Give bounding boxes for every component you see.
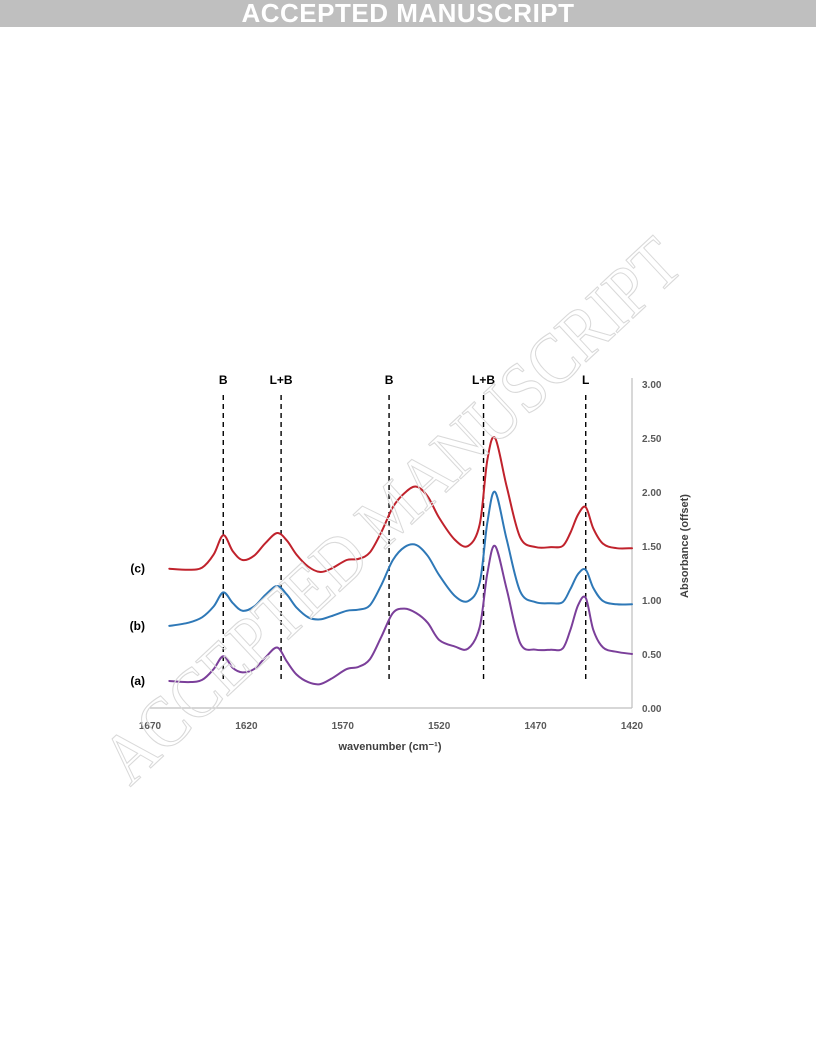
x-axis-label: wavenumber (cm⁻¹) — [338, 741, 442, 753]
band-annotations: B L+B B L+B L — [219, 373, 589, 683]
y-tick-label: 0.50 — [642, 650, 662, 661]
y-tick-label: 1.00 — [642, 596, 662, 607]
x-tick-label: 1670 — [139, 721, 162, 732]
band-label: L — [582, 373, 589, 387]
series-line-0 — [168, 436, 633, 573]
y-tick-label: 3.00 — [642, 380, 662, 391]
y-axis-label: Absorbance (offset) — [679, 494, 691, 598]
y-tick-label: 0.00 — [642, 704, 662, 715]
band-label: L+B — [270, 373, 293, 387]
series-line-1 — [168, 490, 633, 627]
series-label: (c) — [130, 562, 145, 576]
y-tick-label: 1.50 — [642, 542, 662, 553]
x-tick-label: 1620 — [235, 721, 258, 732]
y-tick-label: 2.00 — [642, 488, 662, 499]
series-label: (a) — [130, 674, 145, 688]
series-label: (b) — [130, 619, 145, 633]
band-label: L+B — [472, 373, 495, 387]
series-group: (c) (b) (a) — [130, 436, 633, 688]
series-line-2 — [168, 544, 633, 686]
y-tick-label: 2.50 — [642, 434, 662, 445]
band-label: B — [385, 373, 394, 387]
x-axis: 1670 1620 1570 1520 1470 1420 — [139, 707, 644, 732]
x-tick-label: 1520 — [428, 721, 451, 732]
y-axis: 0.00 0.50 1.00 1.50 2.00 2.50 3.00 — [631, 378, 662, 715]
x-tick-label: 1420 — [621, 721, 644, 732]
banner-text: ACCEPTED MANUSCRIPT — [241, 0, 575, 28]
x-tick-label: 1470 — [524, 721, 547, 732]
band-label: B — [219, 373, 228, 387]
accepted-manuscript-banner: ACCEPTED MANUSCRIPT — [0, 0, 816, 27]
x-tick-label: 1570 — [332, 721, 355, 732]
axis-titles: wavenumber (cm⁻¹) Absorbance (offset) — [338, 494, 692, 753]
